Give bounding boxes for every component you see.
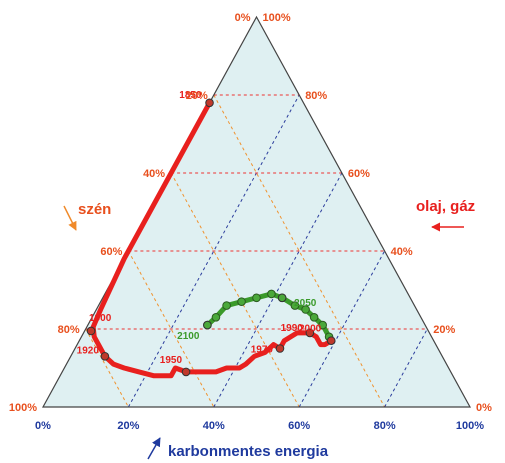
year-label: 1900: [89, 313, 112, 324]
tick-labels: 0% 20% 40% 60% 80% 100% 100% 80% 60% 40% 20% 0% 0% 20…: [9, 12, 492, 432]
oil-gas-axis-title: olaj, gáz: [416, 198, 475, 215]
carbon-free-tick-label: 80%: [374, 420, 396, 432]
carbon-free-grid-line: [384, 328, 428, 408]
oil-gas-tick-label: 80%: [305, 90, 327, 102]
grid-lines: [85, 94, 428, 408]
carbon-free-axis-title: karbonmentes energia: [168, 443, 329, 460]
oil-gas-tick-label: 0%: [476, 402, 492, 414]
carbon-free-tick-label: 40%: [203, 420, 225, 432]
coal-tick-label: 100%: [9, 402, 37, 414]
carbon-free-tick-label: 60%: [288, 420, 310, 432]
coal-axis-title: szén: [78, 201, 111, 218]
year-label: 1970: [251, 345, 274, 356]
carbon-free-tick-label: 100%: [456, 420, 484, 432]
coal-tick-label: 20%: [186, 90, 208, 102]
carbon-free-grid-line: [127, 94, 300, 408]
year-point: [326, 336, 336, 346]
coal-grid-line: [170, 172, 300, 408]
coal-grid-line: [85, 328, 129, 408]
projection-point: [301, 305, 310, 314]
year-point: [275, 344, 285, 353]
year-label: 1920: [77, 345, 100, 356]
coal-tick-label: 40%: [143, 168, 165, 180]
year-point: [305, 328, 315, 338]
projection-point: [222, 301, 231, 310]
year-point: [205, 98, 214, 108]
carbon-free-axis-arrow: [147, 437, 161, 460]
projection-point: [318, 320, 327, 330]
projection-point: [309, 313, 319, 322]
coal-axis-arrow: [63, 205, 77, 231]
year-point: [203, 320, 212, 330]
projection-point: [237, 297, 246, 307]
year-label: 2000: [299, 324, 322, 335]
oil-gas-tick-label: 20%: [433, 324, 455, 336]
carbon-free-tick-label: 20%: [117, 420, 139, 432]
projection-point: [211, 313, 221, 322]
coal-grid-line: [213, 94, 386, 408]
projection-point: [290, 301, 300, 310]
coal-tick-label: 0%: [235, 12, 251, 24]
carbon-free-tick-label: 0%: [35, 420, 51, 432]
projection-point: [267, 289, 276, 299]
year-point: [86, 326, 96, 336]
year-point: [181, 367, 191, 377]
coal-tick-label: 80%: [58, 324, 80, 336]
year-label: 1990: [281, 323, 304, 334]
year-label: 1950: [160, 355, 183, 366]
projection-point: [252, 293, 261, 303]
year-label: 2100: [177, 331, 200, 342]
year-label: 2050: [294, 298, 317, 309]
oil-gas-tick-label: 100%: [263, 12, 291, 24]
coal-tick-label: 60%: [100, 246, 122, 258]
year-point: [100, 352, 110, 361]
ternary-triangle-area: [43, 17, 470, 407]
year-point: [277, 293, 287, 303]
year-label: 1850: [179, 90, 202, 101]
oil-gas-tick-label: 60%: [348, 168, 370, 180]
oil-gas-tick-label: 40%: [391, 246, 413, 258]
